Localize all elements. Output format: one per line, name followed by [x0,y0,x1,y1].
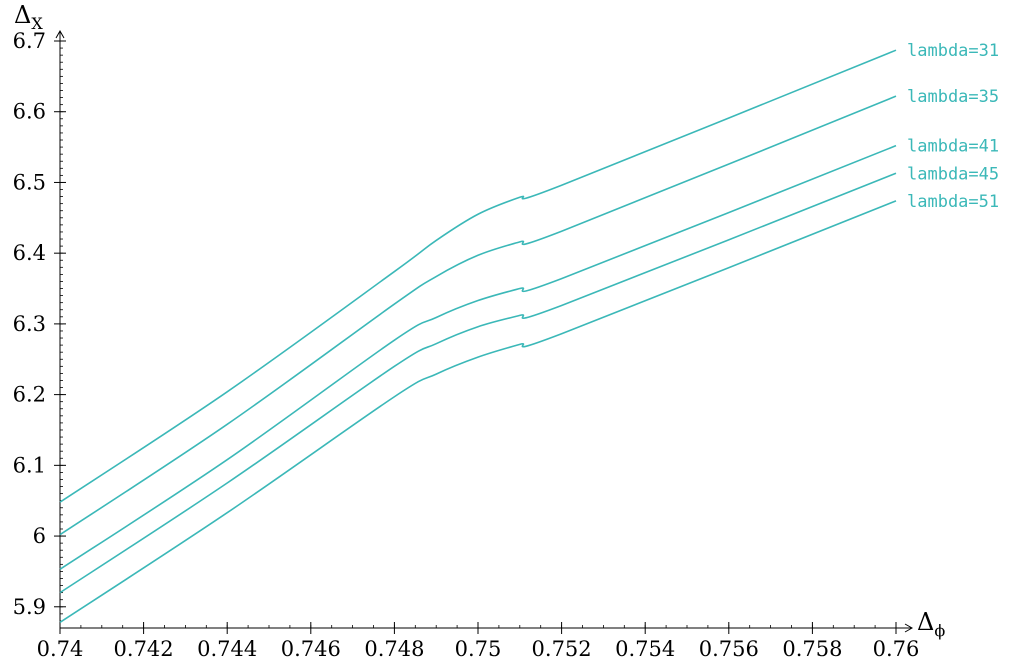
x-tick-label: 0.744 [197,637,257,659]
x-tick-label: 0.74 [37,637,84,659]
x-tick-label: 0.754 [615,637,675,659]
series-line-1 [59,49,897,503]
x-tick-label: 0.76 [873,637,920,659]
y-tick-label: 6.3 [13,312,46,336]
x-tick-label: 0.752 [532,637,592,659]
x-tick-label: 0.75 [455,637,502,659]
series-line-5 [59,200,897,624]
series-label-1: lambda=31 [907,41,999,61]
series-lines [59,49,897,624]
series-label-3: lambda=41 [907,137,999,157]
major-ticks [54,40,897,634]
y-tick-label: 6.1 [13,453,46,477]
x-tick-label: 0.748 [364,637,424,659]
y-tick-label: 6.7 [13,29,46,53]
y-tick-labels: 5.9 6 6.1 6.2 6.3 6.4 6.5 6.6 6.7 [13,29,46,619]
series-line-3 [59,144,897,570]
series-labels: lambda=31 lambda=35 lambda=41 lambda=45 lamb… [907,41,999,212]
y-axis-title: ΔX [14,1,43,33]
y-tick-label: 6.6 [13,100,46,124]
y-tick-label: 6 [33,524,46,548]
y-tick-label: 6.2 [13,383,46,407]
y-tick-label: 6.4 [13,241,46,265]
y-axis-arrowhead [55,29,65,39]
x-tick-label: 0.742 [114,637,174,659]
series-label-2: lambda=35 [907,87,999,107]
x-tick-labels: 0.74 0.742 0.744 0.746 0.748 0.75 0.752 0.754 0.… [37,637,920,659]
x-tick-label: 0.746 [281,637,341,659]
series-line-4 [59,172,897,594]
x-axis-arrowhead [904,623,914,633]
x-tick-label: 0.758 [782,637,842,659]
x-tick-label: 0.756 [699,637,759,659]
x-axis-title: Δϕ [917,608,945,640]
series-label-5: lambda=51 [907,192,999,212]
series-label-4: lambda=45 [907,164,999,184]
y-tick-label: 5.9 [13,595,46,619]
y-tick-label: 6.5 [13,170,46,194]
series-line-2 [59,95,897,536]
